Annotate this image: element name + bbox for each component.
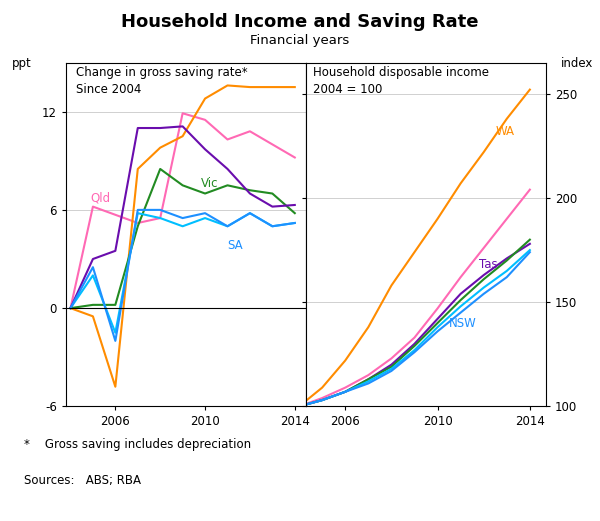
Text: Household disposable income
2004 = 100: Household disposable income 2004 = 100	[313, 66, 489, 96]
Text: NSW: NSW	[449, 317, 477, 330]
Text: Household Income and Saving Rate: Household Income and Saving Rate	[121, 13, 479, 31]
Text: Sources:   ABS; RBA: Sources: ABS; RBA	[24, 474, 141, 487]
Text: Financial years: Financial years	[250, 34, 350, 47]
Text: ppt: ppt	[12, 57, 32, 70]
Text: index: index	[561, 57, 593, 70]
Text: Tas: Tas	[479, 258, 498, 271]
Text: *    Gross saving includes depreciation: * Gross saving includes depreciation	[24, 438, 251, 451]
Text: WA: WA	[495, 125, 514, 138]
Text: SA: SA	[227, 239, 243, 252]
Text: Change in gross saving rate*
Since 2004: Change in gross saving rate* Since 2004	[76, 66, 247, 96]
Text: Vic: Vic	[200, 177, 218, 190]
Text: Qld: Qld	[91, 192, 111, 205]
